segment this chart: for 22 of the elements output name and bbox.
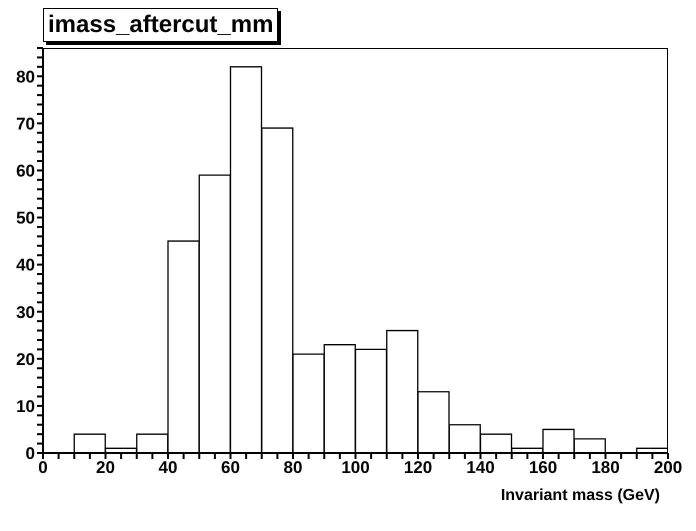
x-tick-label: 140 [466,458,495,478]
x-tick-label: 120 [404,458,432,478]
x-axis-title: Invariant mass (GeV) [500,487,660,504]
y-tick-label: 40 [16,256,35,275]
x-tick-label: 60 [221,458,240,478]
y-tick-label: 30 [16,302,35,322]
x-tick-label: 160 [528,458,558,478]
y-tick-label: 20 [16,350,35,369]
y-tick-label: 50 [16,208,35,228]
x-tick-label: 80 [284,458,302,478]
x-tick-label: 40 [158,458,178,478]
x-tick-label: 100 [341,458,370,478]
x-tick-label: 0 [38,458,48,478]
x-tick-label: 200 [654,458,682,478]
y-tick-label: 80 [16,67,35,86]
y-tick-label: 60 [16,161,35,180]
x-tick-label: 180 [591,458,620,478]
y-tick-label: 10 [16,396,35,416]
y-tick-label: 70 [16,114,35,134]
x-tick-label: 20 [96,458,115,478]
chart-title: imass_aftercut_mm [43,8,278,42]
y-tick-label: 0 [26,444,35,464]
